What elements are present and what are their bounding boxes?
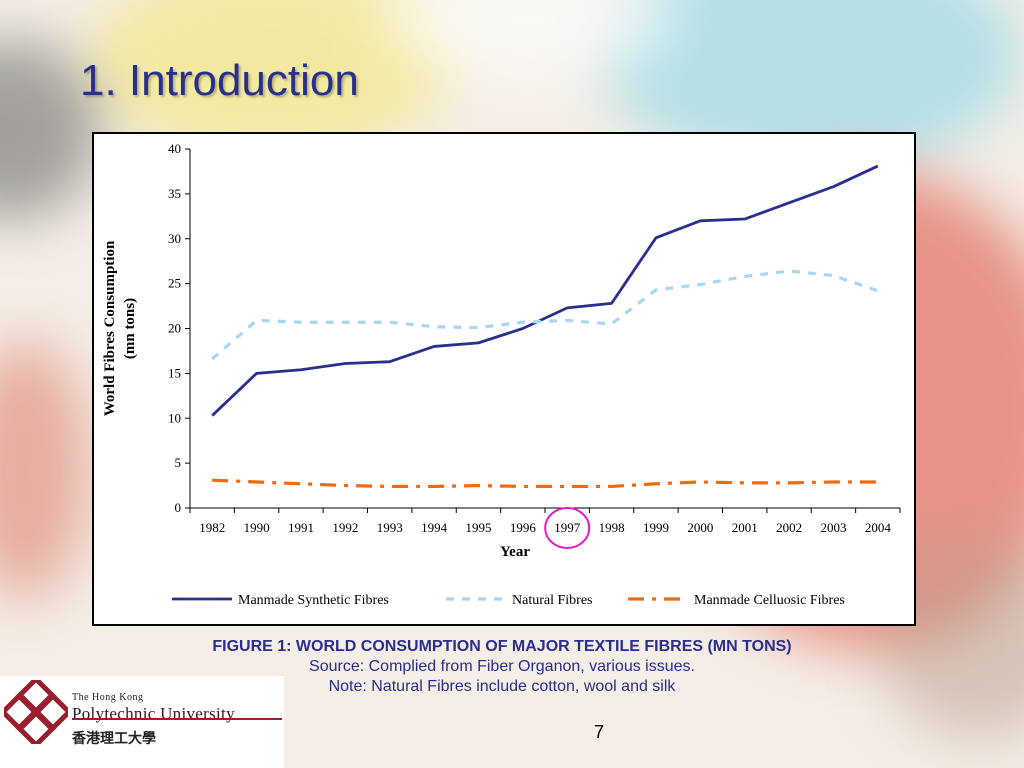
x-tick-label: 1995	[465, 520, 491, 535]
logo-line-3: 香港理工大學	[72, 732, 156, 747]
y-tick-label: 25	[168, 276, 181, 291]
y-tick-label: 0	[175, 500, 182, 515]
polyu-emblem-icon	[4, 680, 68, 744]
y-tick-label: 15	[168, 365, 181, 380]
x-tick-label: 1993	[377, 520, 403, 535]
series-line-1	[211, 164, 879, 417]
highlight-circle	[544, 507, 591, 549]
page-number: 7	[594, 722, 605, 742]
x-axis-title: Year	[500, 544, 530, 560]
y-tick-label: 40	[168, 141, 181, 156]
x-tick-label: 1998	[599, 520, 625, 535]
series-line-2	[211, 269, 879, 361]
y-axis-title: World Fibres Consumption	[102, 240, 118, 416]
legend-label: Manmade Celluosic Fibres	[694, 593, 845, 608]
chart-container: 0 5 10 15 20 25 30 35 40 1982 1990 1991 1992 1993 1994…	[92, 132, 916, 626]
x-tick-label: 1990	[244, 520, 270, 535]
y-tick-label: 20	[168, 321, 181, 336]
x-tick-label: 1992	[332, 520, 358, 535]
y-tick-label: 5	[175, 455, 182, 470]
logo-line-1: The Hong Kong	[72, 692, 144, 703]
x-tick-label: 2004	[865, 520, 892, 535]
legend-label: Manmade Synthetic Fibres	[238, 593, 389, 608]
series-line-3	[212, 478, 878, 489]
y-axis-title: (mn tons)	[122, 298, 138, 359]
figure-note: Note: Natural Fibres include cotton, woo…	[328, 678, 676, 695]
logo-rule	[72, 718, 282, 720]
x-tick-label: 2000	[687, 520, 713, 535]
y-tick-label: 30	[168, 231, 181, 246]
x-tick-label: 1991	[288, 520, 314, 535]
x-tick-label: 2001	[732, 520, 758, 535]
x-tick-label: 1997	[554, 520, 581, 535]
x-tick-label: 1994	[421, 520, 448, 535]
x-tick-label: 1982	[199, 520, 225, 535]
slide-title: 1. Introduction	[80, 56, 359, 105]
logo-line-2: Polytechnic University	[72, 704, 235, 723]
x-tick-label: 2003	[820, 520, 846, 535]
figure-title: FIGURE 1: WORLD CONSUMPTION OF MAJOR TEX…	[212, 638, 792, 655]
university-logo: The Hong Kong Polytechnic University 香港理…	[0, 676, 284, 768]
figure-caption: FIGURE 1: WORLD CONSUMPTION OF MAJOR TEX…	[92, 638, 912, 696]
figure-source: Source: Complied from Fiber Organon, var…	[309, 658, 695, 675]
x-tick-label: 1996	[510, 520, 537, 535]
x-tick-label: 1999	[643, 520, 669, 535]
x-tick-label: 2002	[776, 520, 802, 535]
line-chart: 0 5 10 15 20 25 30 35 40 1982 1990 1991 1992 1993 1994…	[102, 141, 901, 608]
y-tick-label: 10	[168, 410, 181, 425]
y-tick-label: 35	[168, 186, 181, 201]
legend-label: Natural Fibres	[512, 593, 592, 608]
